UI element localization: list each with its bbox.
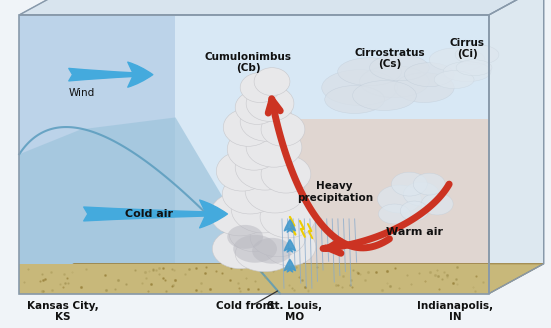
Ellipse shape [210, 192, 270, 236]
Ellipse shape [404, 63, 454, 87]
Ellipse shape [235, 236, 295, 272]
Text: Kansas City,
KS: Kansas City, KS [27, 300, 99, 322]
Ellipse shape [227, 225, 263, 249]
Ellipse shape [422, 193, 453, 215]
Ellipse shape [245, 169, 305, 213]
Ellipse shape [370, 55, 429, 81]
Ellipse shape [455, 45, 499, 65]
Polygon shape [19, 0, 544, 15]
Text: Wind: Wind [69, 88, 95, 97]
Polygon shape [19, 264, 544, 294]
FancyArrowPatch shape [84, 200, 228, 228]
Ellipse shape [240, 72, 280, 103]
Ellipse shape [456, 60, 492, 76]
Polygon shape [489, 0, 544, 294]
Ellipse shape [252, 238, 292, 264]
Ellipse shape [443, 62, 491, 82]
Ellipse shape [353, 81, 417, 111]
Ellipse shape [246, 127, 302, 167]
Polygon shape [280, 119, 489, 294]
Ellipse shape [246, 86, 294, 121]
Text: Cold front: Cold front [215, 300, 274, 311]
Ellipse shape [379, 204, 410, 224]
Text: Heavy
precipitation: Heavy precipitation [296, 181, 373, 203]
Ellipse shape [223, 109, 273, 146]
Text: Cold air: Cold air [125, 209, 172, 219]
Polygon shape [19, 264, 489, 294]
Ellipse shape [395, 72, 454, 103]
Ellipse shape [338, 58, 401, 86]
Ellipse shape [212, 229, 268, 269]
Ellipse shape [261, 155, 311, 193]
Ellipse shape [264, 228, 316, 266]
Ellipse shape [233, 235, 277, 263]
Polygon shape [19, 15, 175, 294]
Ellipse shape [235, 91, 279, 124]
FancyArrowPatch shape [284, 259, 295, 272]
Text: Cirrostratus
(Cs): Cirrostratus (Cs) [354, 48, 425, 69]
Ellipse shape [260, 196, 316, 238]
Ellipse shape [231, 185, 295, 233]
Text: Warm air: Warm air [386, 227, 443, 237]
Ellipse shape [377, 185, 422, 213]
Ellipse shape [235, 144, 295, 190]
FancyArrowPatch shape [69, 62, 153, 87]
Ellipse shape [429, 48, 485, 72]
Ellipse shape [403, 182, 439, 206]
Ellipse shape [401, 201, 428, 221]
Ellipse shape [413, 173, 445, 195]
Ellipse shape [229, 216, 281, 252]
Text: Cirrus
(Ci): Cirrus (Ci) [450, 38, 484, 59]
Ellipse shape [227, 128, 281, 170]
Polygon shape [19, 117, 280, 294]
FancyArrowPatch shape [284, 240, 295, 252]
Polygon shape [19, 15, 489, 294]
Ellipse shape [325, 86, 385, 113]
Ellipse shape [217, 151, 268, 191]
Ellipse shape [250, 217, 306, 257]
Ellipse shape [391, 172, 427, 196]
Ellipse shape [434, 71, 474, 89]
Ellipse shape [360, 66, 429, 97]
Text: Cumulonimbus
(Cb): Cumulonimbus (Cb) [204, 52, 291, 73]
Ellipse shape [322, 70, 397, 106]
Text: St. Louis,
MO: St. Louis, MO [267, 300, 322, 322]
Ellipse shape [240, 101, 294, 141]
Ellipse shape [254, 68, 290, 95]
Ellipse shape [261, 113, 305, 146]
Ellipse shape [222, 174, 278, 214]
FancyArrowPatch shape [284, 220, 295, 232]
Text: Indianapolis,
IN: Indianapolis, IN [417, 300, 493, 322]
